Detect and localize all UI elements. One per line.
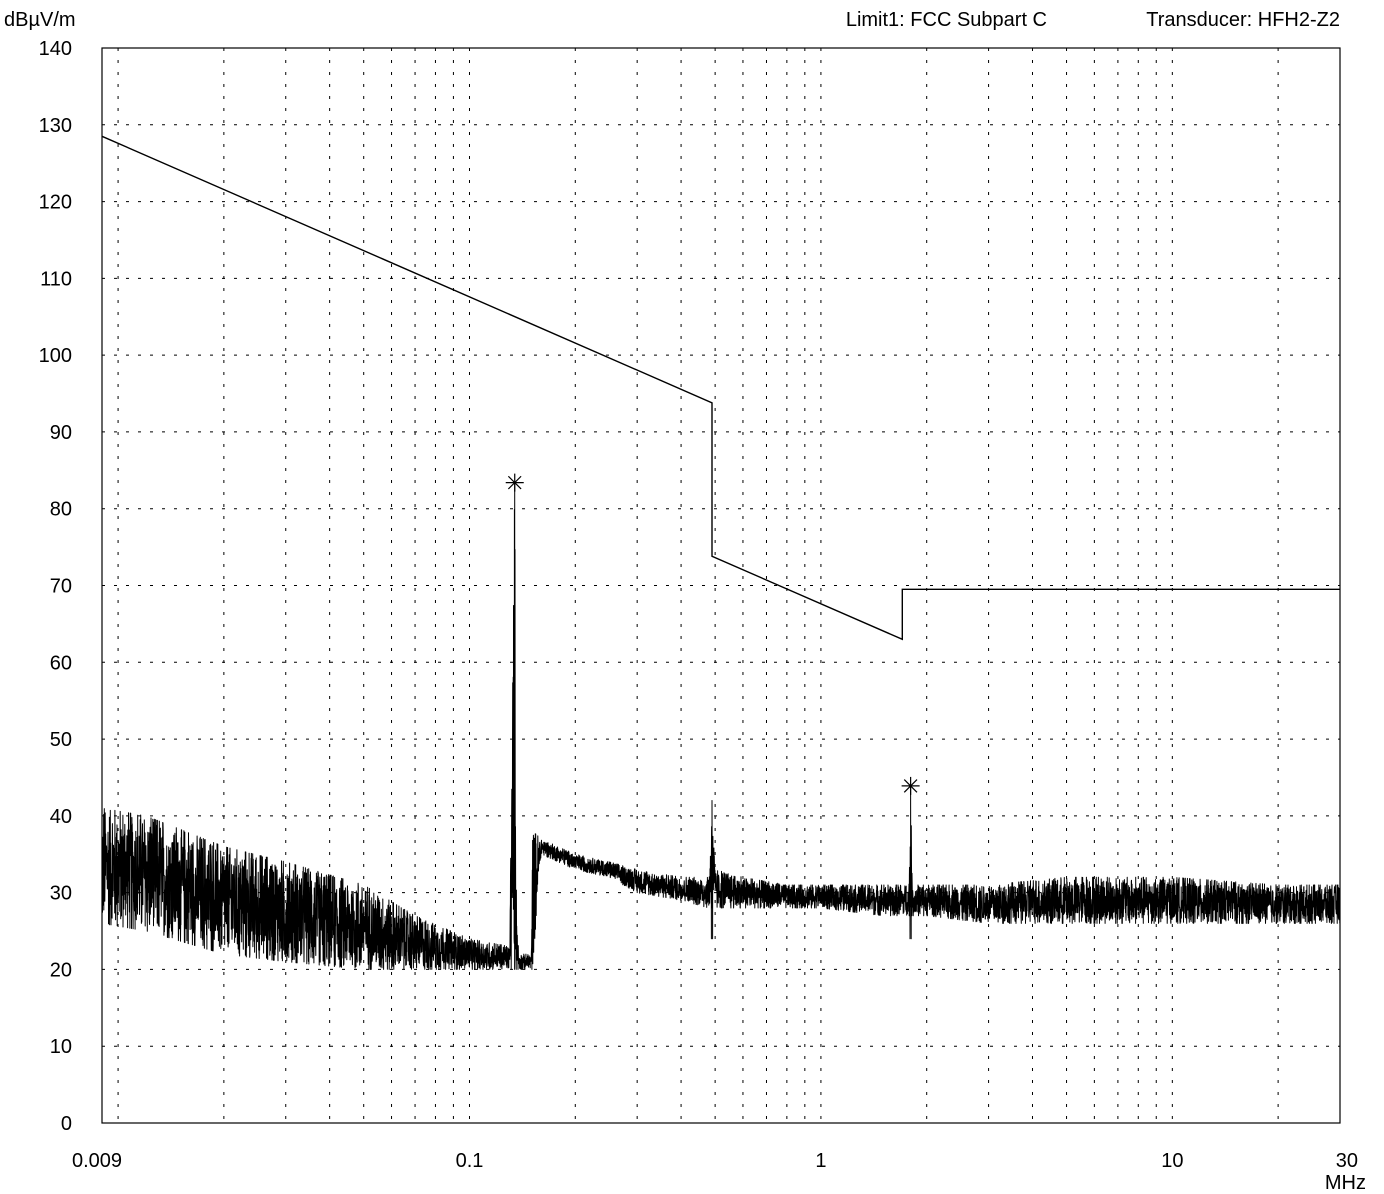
- y-tick-label: 30: [50, 883, 72, 905]
- series-layer: [102, 136, 1340, 969]
- x-tick-label: 1: [815, 1150, 826, 1172]
- x-axis-ticks: 0.009 0.1 1 10 30: [72, 1150, 1358, 1172]
- limit-label: Limit1: FCC Subpart C: [846, 9, 1047, 31]
- measurement-trace: [102, 483, 1340, 970]
- y-tick-label: 120: [39, 192, 72, 214]
- x-tick-label: 10: [1161, 1150, 1183, 1172]
- y-tick-label: 90: [50, 422, 72, 444]
- grid: [102, 48, 1340, 1123]
- x-tick-label: 0.009: [72, 1150, 122, 1172]
- y-tick-label: 70: [50, 576, 72, 598]
- x-tick-label: 0.1: [456, 1150, 484, 1172]
- y-tick-label: 0: [61, 1113, 72, 1135]
- y-tick-label: 40: [50, 806, 72, 828]
- y-tick-label: 80: [50, 499, 72, 521]
- y-tick-label: 50: [50, 729, 72, 751]
- peak-marker: [506, 474, 524, 492]
- x-tick-label: 30: [1336, 1150, 1358, 1172]
- y-axis-ticks: 0 10 20 30 40 50 60 70 80 90 100 110 120 130 140: [39, 38, 72, 1135]
- y-tick-label: 20: [50, 959, 72, 981]
- x-axis-label: MHz: [1325, 1172, 1366, 1194]
- y-tick-label: 130: [39, 115, 72, 137]
- y-tick-label: 10: [50, 1036, 72, 1058]
- y-tick-label: 100: [39, 345, 72, 367]
- limit-line: [102, 136, 1340, 639]
- y-tick-label: 60: [50, 652, 72, 674]
- transducer-label: Transducer: HFH2-Z2: [1146, 9, 1340, 31]
- y-tick-label: 140: [39, 38, 72, 60]
- y-axis-label: dBµV/m: [4, 9, 76, 31]
- peak-marker: [902, 777, 920, 795]
- y-tick-label: 110: [40, 268, 72, 290]
- plot-frame: [102, 48, 1340, 1123]
